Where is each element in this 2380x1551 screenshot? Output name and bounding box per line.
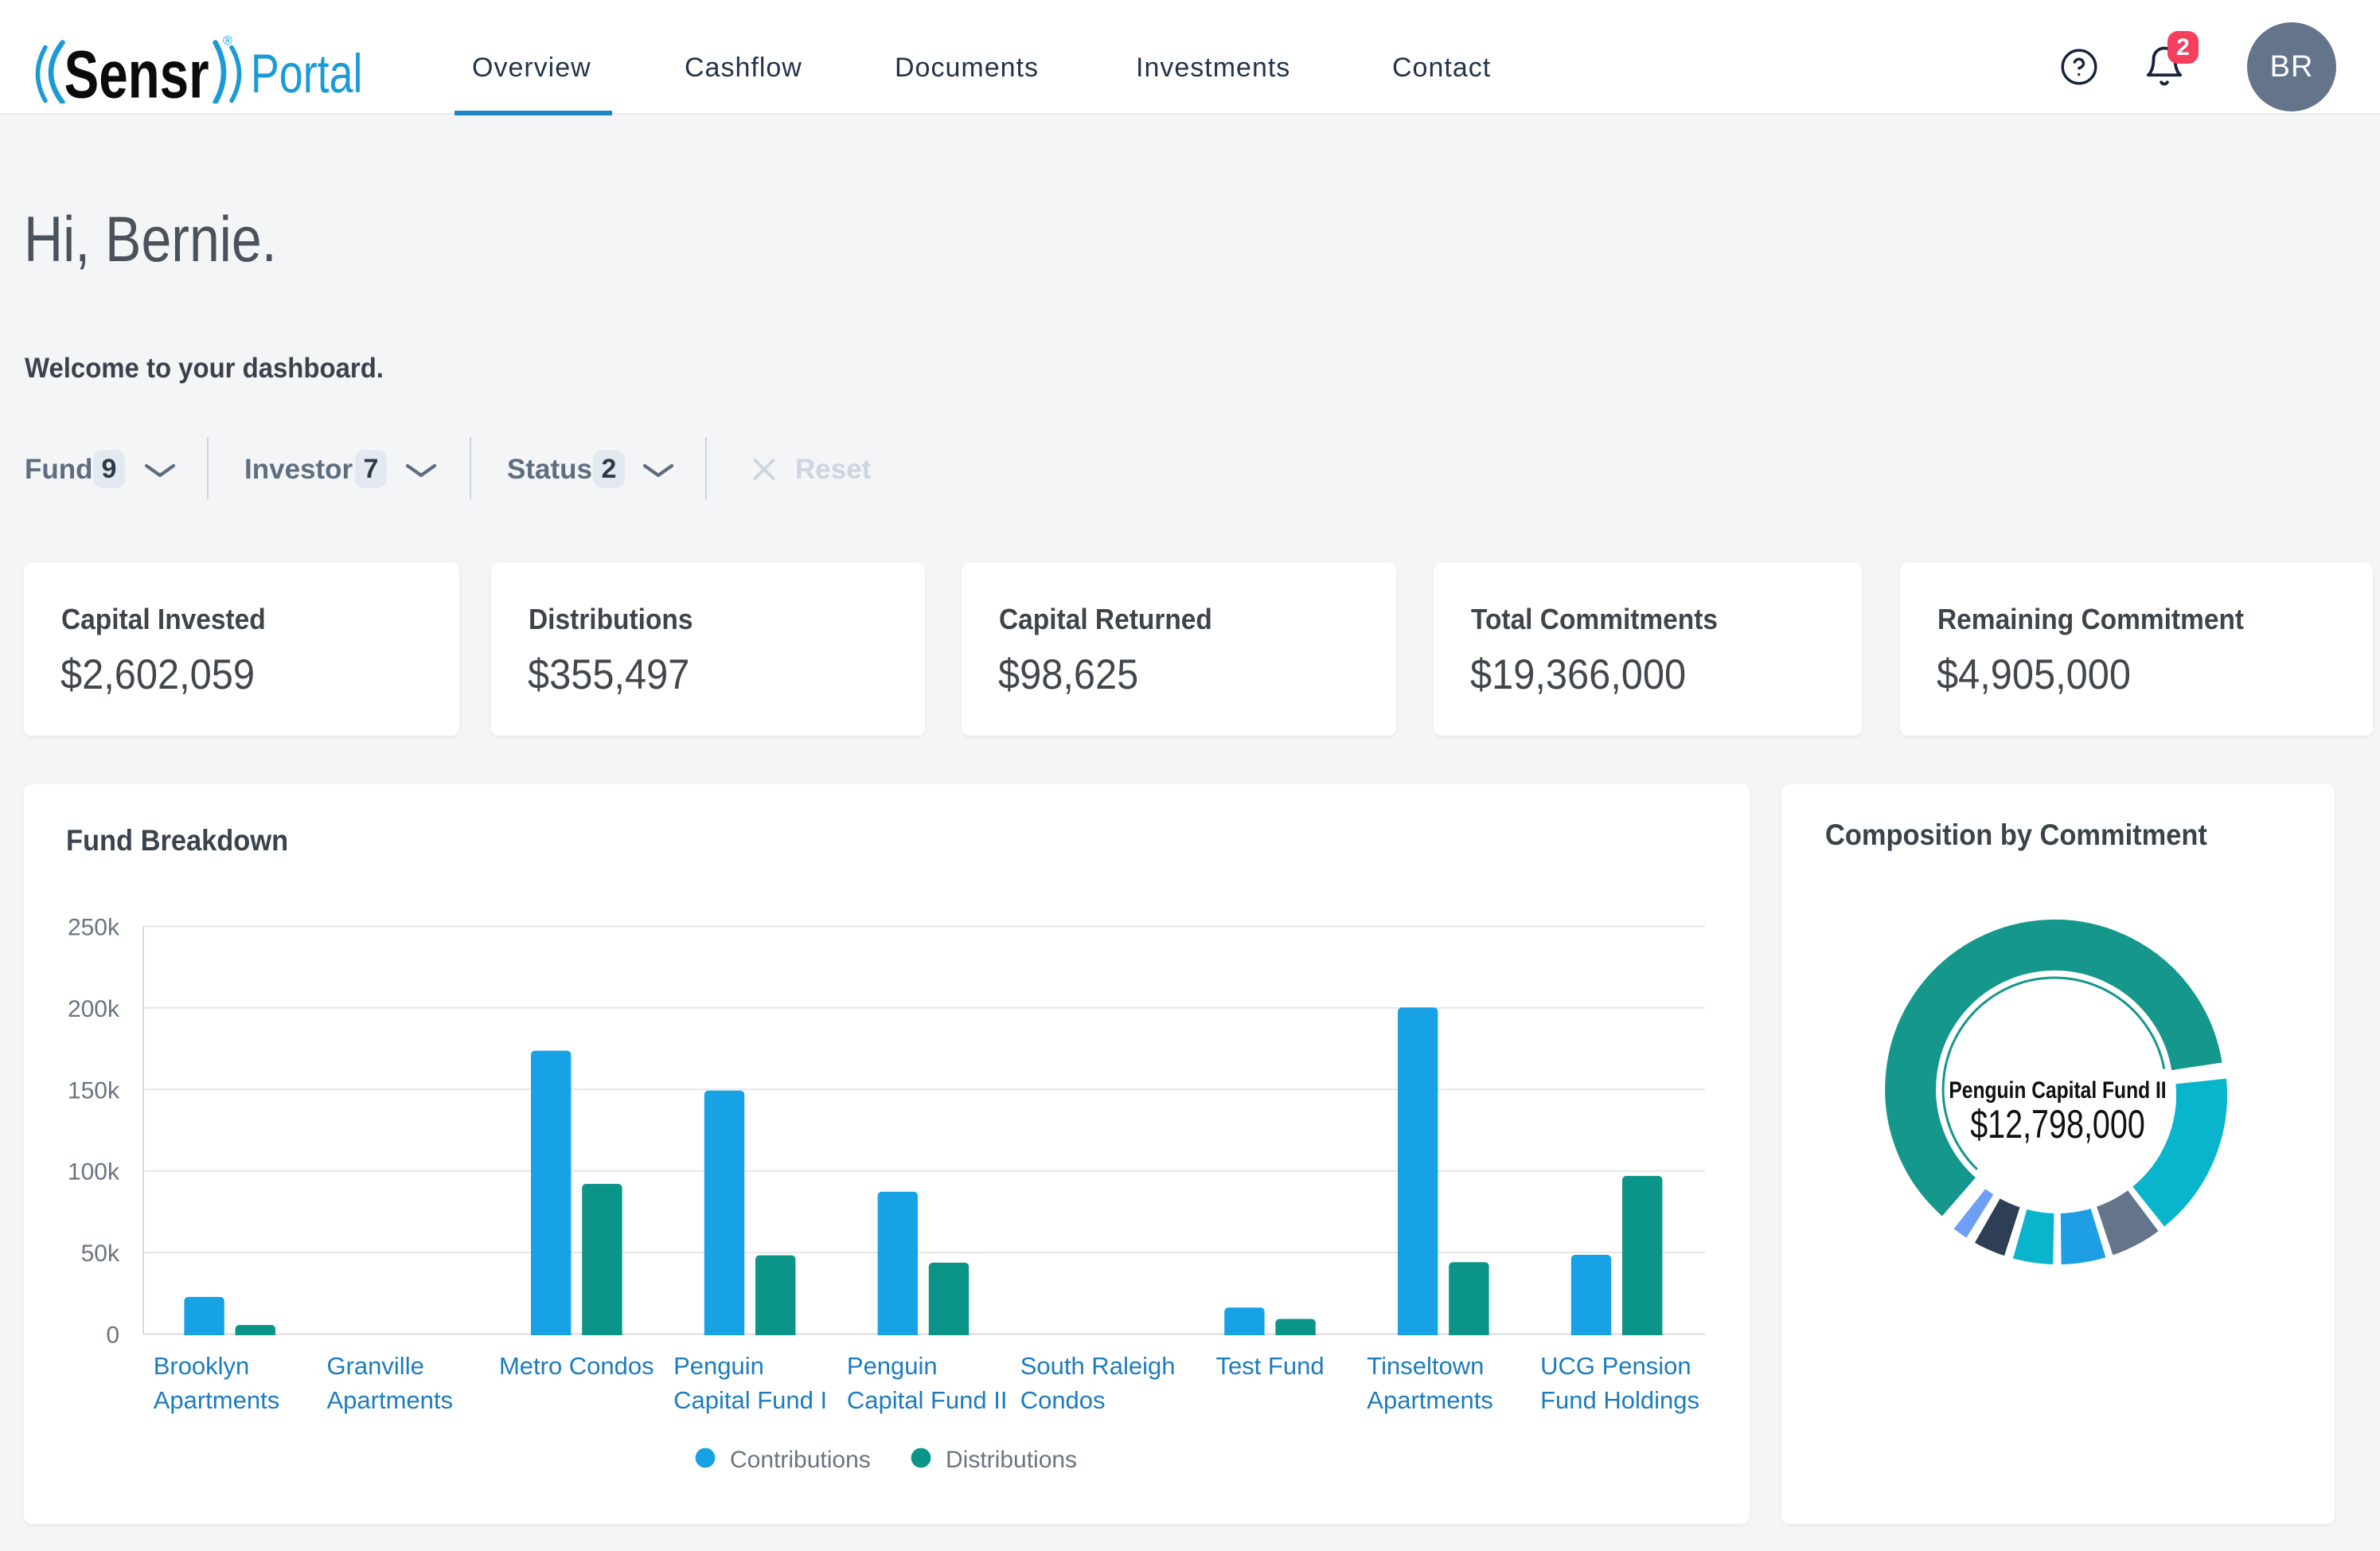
svg-text:Contributions: Contributions (730, 1447, 871, 1473)
svg-text:250k: 250k (68, 915, 120, 941)
svg-text:150k: 150k (68, 1077, 120, 1104)
svg-text:Metro Condos: Metro Condos (499, 1352, 654, 1380)
svg-text:Apartments: Apartments (154, 1386, 280, 1414)
svg-text:Tinseltown: Tinseltown (1367, 1352, 1484, 1380)
svg-text:South Raleigh: South Raleigh (1020, 1352, 1176, 1380)
svg-text:Penguin: Penguin (847, 1352, 938, 1380)
svg-text:50k: 50k (81, 1240, 120, 1267)
svg-text:UCG Pension: UCG Pension (1540, 1352, 1691, 1380)
svg-text:Fund Holdings: Fund Holdings (1540, 1386, 1699, 1414)
svg-text:200k: 200k (68, 996, 120, 1022)
svg-text:Granville: Granville (327, 1352, 424, 1380)
svg-text:®: ® (223, 34, 232, 48)
svg-text:Portal: Portal (251, 44, 363, 104)
svg-text:0: 0 (106, 1322, 119, 1349)
svg-text:$12,798,000: $12,798,000 (1970, 1102, 2145, 1147)
svg-text:Capital Fund II: Capital Fund II (847, 1386, 1008, 1414)
svg-text:Penguin Capital Fund II: Penguin Capital Fund II (1949, 1076, 2166, 1103)
svg-text:Sensr: Sensr (64, 37, 209, 104)
svg-text:Penguin: Penguin (673, 1352, 764, 1380)
svg-text:Apartments: Apartments (327, 1386, 454, 1414)
svg-text:Capital Fund I: Capital Fund I (673, 1386, 827, 1414)
svg-text:Apartments: Apartments (1367, 1386, 1493, 1414)
svg-text:Brooklyn: Brooklyn (154, 1352, 250, 1380)
svg-text:100k: 100k (68, 1159, 120, 1186)
svg-text:Condos: Condos (1020, 1386, 1106, 1414)
svg-text:Test Fund: Test Fund (1215, 1352, 1324, 1380)
svg-text:Distributions: Distributions (946, 1447, 1077, 1473)
